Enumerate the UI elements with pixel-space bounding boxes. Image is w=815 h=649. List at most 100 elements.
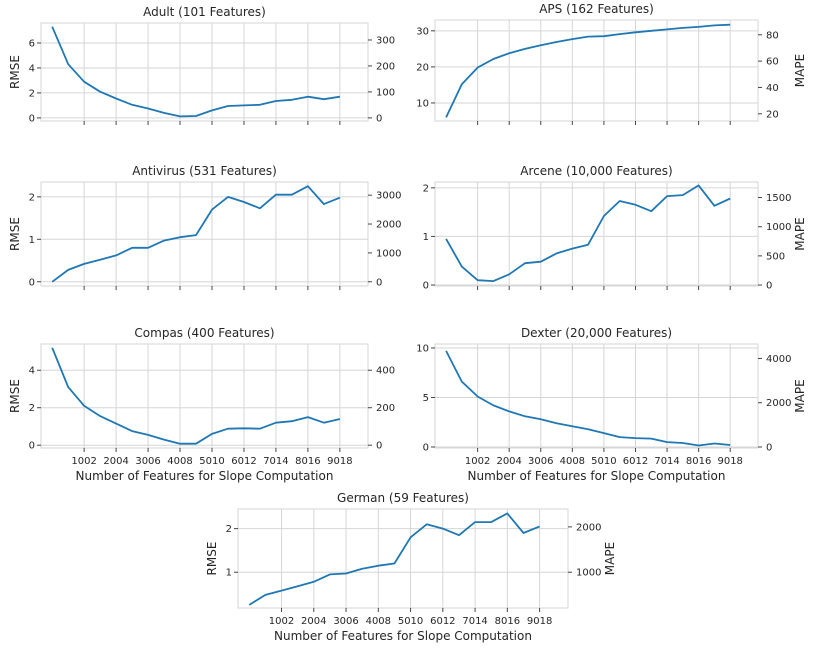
- y-right-tick-label: 2000: [376, 220, 401, 231]
- x-tick-label: 9018: [717, 456, 742, 467]
- x-tick-label: 5010: [591, 456, 616, 467]
- x-tick-label: 8016: [295, 456, 320, 467]
- y-right-tick-label: 20: [766, 109, 779, 120]
- x-tick-label: 5010: [199, 456, 224, 467]
- y-right-tick-label: 200: [376, 403, 395, 414]
- y-axis-label: RMSE: [8, 379, 22, 413]
- plot-frame: [40, 181, 369, 287]
- x-tick-label: 8016: [686, 456, 711, 467]
- x-axis-label: Number of Features for Slope Computation: [76, 469, 334, 483]
- y-right-tick-label: 300: [376, 35, 395, 46]
- series-line: [248, 512, 540, 606]
- y-right-tick-label: 1500: [766, 193, 791, 204]
- y-tick-label: 0: [423, 443, 429, 454]
- chart-title: Arcene (10,000 Features): [520, 164, 672, 178]
- y-right-tick-label: 0: [376, 113, 382, 124]
- panel-1: 0 2 4 6 0 100 200 300 Adult (101 Features) RMSE: [8, 5, 395, 125]
- y-tick-label: 2: [29, 88, 35, 99]
- y-right-tick-label: 2000: [766, 398, 791, 409]
- x-tick-label: 2004: [301, 616, 326, 627]
- x-tick-label: 1002: [269, 616, 294, 627]
- x-tick-label: 9018: [527, 616, 552, 627]
- y-right-tick-label: 80: [766, 30, 779, 41]
- y-axis-label: RMSE: [8, 55, 22, 89]
- y-tick-label: 6: [29, 38, 35, 49]
- y-right-tick-label: 4000: [766, 354, 791, 365]
- y-tick-label: 30: [416, 26, 429, 37]
- x-tick-label: 3006: [135, 456, 160, 467]
- x-tick-label: 1002: [465, 456, 490, 467]
- series-line: [51, 185, 341, 283]
- y-tick-label: 20: [416, 62, 429, 73]
- y-tick-label: 0: [423, 281, 429, 292]
- x-tick-label: 4008: [167, 456, 192, 467]
- y-right-tick-label: 40: [766, 83, 779, 94]
- chart-title: Antivirus (531 Features): [132, 164, 277, 178]
- chart-title: APS (162 Features): [539, 2, 654, 16]
- chart-title: Dexter (20,000 Features): [521, 326, 672, 340]
- x-tick-label: 2004: [496, 456, 521, 467]
- y-right-tick-label: 200: [376, 61, 395, 72]
- panel-7: 1 2 1000 2000 1002 2004 3006 4008 5010 6012 7014 80…: [205, 491, 617, 643]
- y-tick-label: 1: [423, 232, 429, 243]
- panel-3: 0 1 2 0 1000 2000 3000 Antivirus (531 Features)…: [8, 164, 401, 290]
- y-tick-label: 5: [423, 393, 429, 404]
- panel-4: 0 1 2 0 500 1000 1500 Arcene (10,000 Features) M…: [423, 164, 807, 292]
- y-tick-label: 4: [29, 63, 35, 74]
- x-tick-label: 5010: [398, 616, 423, 627]
- chart-title: Adult (101 Features): [143, 5, 266, 19]
- x-tick-label: 6012: [430, 616, 455, 627]
- y-axis-label: RMSE: [205, 542, 219, 576]
- y-tick-label: 10: [416, 98, 429, 109]
- y-right-tick-label: 0: [766, 281, 772, 292]
- y-tick-label: 1: [226, 568, 232, 579]
- y-axis-label: RMSE: [8, 217, 22, 251]
- y-right-tick-label: 0: [376, 277, 382, 288]
- y-right-tick-label: 400: [376, 366, 395, 377]
- plot-frame: [40, 343, 369, 449]
- chart-title: German (59 Features): [337, 491, 469, 505]
- y-tick-label: 0: [29, 441, 35, 452]
- y-tick-label: 2: [226, 524, 232, 535]
- y-right-tick-label: 0: [376, 441, 382, 452]
- y-tick-label: 2: [29, 403, 35, 414]
- y-tick-label: 0: [29, 277, 35, 288]
- x-tick-label: 3006: [333, 616, 358, 627]
- y-right-tick-label: 1000: [376, 248, 401, 259]
- y-right-tick-label: 60: [766, 57, 779, 68]
- y-right-tick-label: 1000: [766, 222, 791, 233]
- y-tick-label: 10: [416, 343, 429, 354]
- y-right-axis-label: MAPE: [603, 542, 617, 575]
- y-tick-label: 0: [29, 113, 35, 124]
- series-line: [51, 347, 341, 445]
- x-tick-label: 7014: [462, 616, 487, 627]
- plot-frame: [40, 22, 369, 122]
- y-tick-label: 2: [423, 183, 429, 194]
- y-tick-label: 4: [29, 366, 35, 377]
- x-tick-label: 7014: [654, 456, 679, 467]
- series-line: [445, 350, 731, 447]
- series-line: [445, 23, 731, 118]
- x-tick-label: 2004: [103, 456, 128, 467]
- panel-6: 0 5 10 0 2000 4000 1002 2004 3006 4008 5010 6012 701…: [416, 326, 807, 483]
- x-tick-label: 4008: [366, 616, 391, 627]
- x-tick-label: 6012: [231, 456, 256, 467]
- plot-frame: [434, 181, 759, 287]
- y-tick-label: 1: [29, 235, 35, 246]
- y-right-tick-label: 1000: [576, 568, 601, 579]
- y-right-tick-label: 3000: [376, 191, 401, 202]
- x-tick-label: 4008: [560, 456, 585, 467]
- y-right-axis-label: MAPE: [793, 217, 807, 250]
- y-tick-label: 2: [29, 192, 35, 203]
- y-right-tick-label: 0: [766, 443, 772, 454]
- y-right-axis-label: MAPE: [793, 54, 807, 87]
- x-tick-label: 6012: [623, 456, 648, 467]
- plot-frame: [434, 19, 759, 122]
- y-right-axis-label: MAPE: [793, 379, 807, 412]
- x-tick-label: 9018: [327, 456, 352, 467]
- y-right-tick-label: 2000: [576, 522, 601, 533]
- y-right-tick-label: 100: [376, 87, 395, 98]
- y-right-tick-label: 500: [766, 251, 785, 262]
- x-tick-label: 8016: [495, 616, 520, 627]
